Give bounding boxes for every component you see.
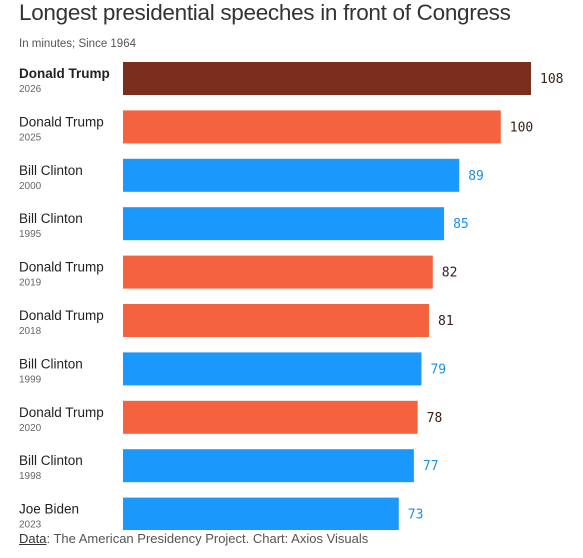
row-year: 1995: [19, 229, 42, 240]
row-president-name: Bill Clinton: [19, 356, 83, 371]
bar-value-label: 73: [408, 508, 424, 523]
bar-value-label: 82: [442, 266, 458, 281]
row-year: 1998: [19, 471, 42, 482]
bar: [123, 304, 429, 337]
bar-value-label: 77: [423, 459, 439, 474]
source-footer: Data: The American Presidency Project. C…: [19, 531, 368, 546]
bar-chart: Donald Trump 2026 108 Donald Trump 2025 100 Bi…: [19, 62, 563, 530]
row-president-name: Donald Trump: [19, 260, 104, 275]
row-president-name: Donald Trump: [19, 405, 104, 420]
bar: [123, 207, 445, 241]
chart-title: Longest presidential speeches in front o…: [19, 0, 511, 25]
bar: [123, 352, 422, 386]
row-president-name: Bill Clinton: [19, 211, 83, 226]
bar-value-label: 78: [427, 411, 443, 426]
data-source-link[interactable]: Data: [19, 531, 47, 546]
row-president-name: Donald Trump: [19, 308, 104, 323]
row-president-name: Donald Trump: [19, 114, 104, 129]
row-year: 2000: [19, 181, 42, 192]
row-year: 2020: [19, 423, 42, 434]
row-year: 1999: [19, 374, 42, 385]
bar: [123, 255, 433, 289]
bar-value-label: 81: [438, 314, 454, 329]
row-president-name: Bill Clinton: [19, 163, 83, 178]
source-text: : The American Presidency Project. Chart…: [46, 531, 369, 546]
row-president-name: Donald Trump: [19, 66, 110, 81]
bar: [123, 400, 418, 434]
bar-value-label: 85: [453, 217, 469, 232]
bar-value-label: 89: [468, 169, 484, 184]
bar: [123, 110, 501, 144]
bar-value-label: 100: [510, 120, 533, 135]
row-year: 2026: [19, 84, 42, 95]
row-year: 2019: [19, 278, 42, 289]
bar: [123, 62, 531, 95]
row-president-name: Bill Clinton: [19, 453, 83, 468]
bar: [123, 449, 414, 483]
row-president-name: Joe Biden: [19, 502, 79, 517]
bar: [123, 497, 399, 530]
bar-value-label: 79: [430, 362, 446, 377]
bar: [123, 158, 460, 192]
chart-subtitle: In minutes; Since 1964: [19, 38, 136, 50]
row-year: 2018: [19, 326, 42, 337]
bar-value-label: 108: [540, 72, 563, 87]
row-year: 2025: [19, 132, 42, 143]
row-year: 2023: [19, 520, 42, 530]
